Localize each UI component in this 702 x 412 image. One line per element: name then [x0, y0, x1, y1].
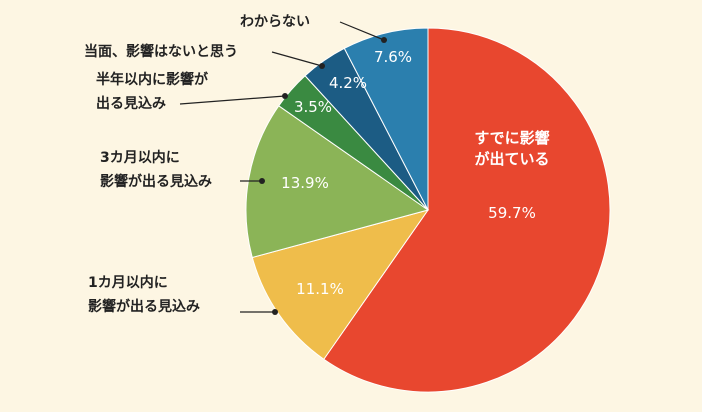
- pie-slice: [343, 27, 429, 211]
- slice-value-label: 4.2%: [329, 74, 367, 92]
- slice-category-label: 1カ月以内に: [88, 274, 168, 291]
- leader-dot: [282, 93, 288, 99]
- leader-dot: [272, 309, 278, 315]
- pie-slices: [245, 27, 611, 393]
- slice-category-label: すでに影響: [474, 129, 549, 147]
- pie-category-labels: 1カ月以内に影響が出る見込み3カ月以内に影響が出る見込み半年以内に影響が出る見込…: [84, 14, 310, 315]
- slice-value-label: 7.6%: [374, 48, 412, 66]
- leader-dot: [259, 178, 265, 184]
- slice-category-label: 出る見込み: [96, 95, 166, 112]
- slice-category-label: 3カ月以内に: [100, 149, 180, 166]
- slice-category-label: わからない: [240, 14, 310, 30]
- slice-value-label: 3.5%: [294, 98, 332, 116]
- pie-leader-lines: [179, 21, 387, 315]
- leader-line: [339, 21, 385, 41]
- leader-dot: [319, 63, 325, 69]
- leader-dot: [381, 37, 387, 43]
- slice-category-label: 半年以内に影響が: [96, 71, 209, 88]
- pie-slice: [251, 209, 430, 360]
- leader-line: [179, 95, 286, 105]
- slice-category-label: が出ている: [474, 150, 549, 168]
- slice-category-label: 当面、影響はないと思う: [84, 43, 238, 60]
- leader-line: [271, 51, 323, 67]
- slice-category-label: 影響が出る見込み: [88, 298, 200, 315]
- slice-value-label: 59.7%: [488, 204, 536, 222]
- slice-category-label: 影響が出る見込み: [100, 173, 212, 190]
- pie-slice: [245, 105, 430, 259]
- slice-value-label: 13.9%: [281, 174, 329, 192]
- slice-value-label: 11.1%: [296, 280, 344, 298]
- pie-slice: [323, 27, 611, 393]
